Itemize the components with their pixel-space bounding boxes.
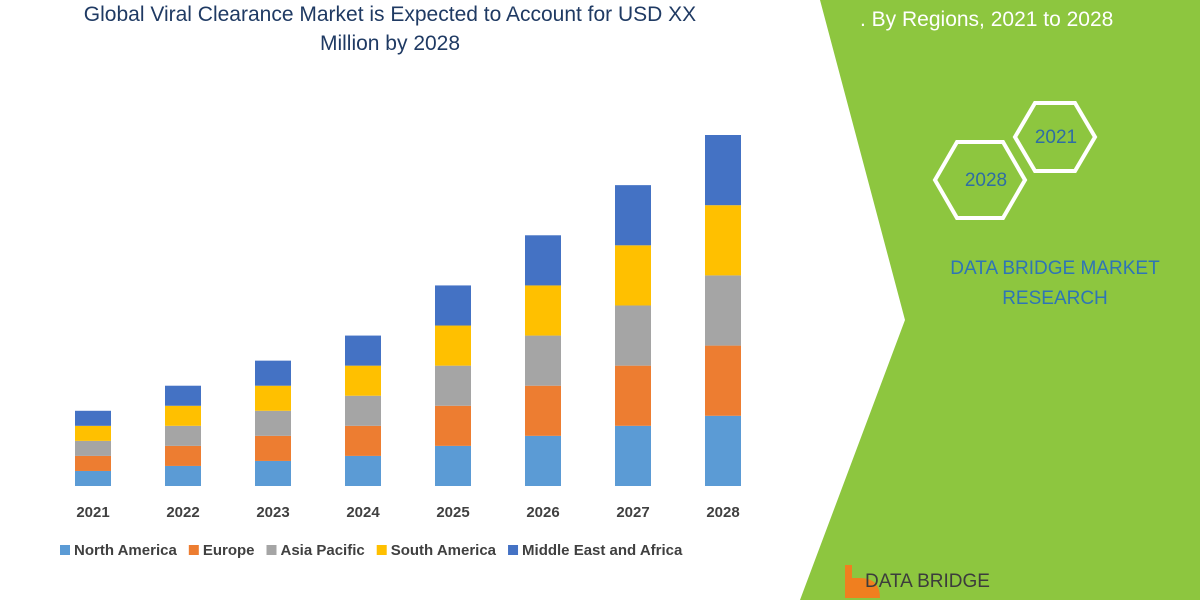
bar-segment — [75, 455, 111, 471]
bar-segment — [615, 425, 651, 486]
hexagon — [932, 140, 1028, 220]
bar-segment — [705, 205, 741, 276]
bar-segment — [165, 425, 201, 446]
bar-segment — [345, 335, 381, 366]
chart-title: Global Viral Clearance Market is Expecte… — [83, 3, 697, 55]
legend-label: South America — [391, 542, 497, 559]
bar-segment — [345, 395, 381, 426]
bar-segment — [615, 365, 651, 426]
bar-segment — [525, 385, 561, 436]
bar-segment — [435, 365, 471, 406]
badge-year: 2021 — [1035, 127, 1077, 148]
bar-segment — [255, 435, 291, 461]
bar-segment — [255, 460, 291, 486]
bar-segment — [525, 285, 561, 336]
x-tick-label: 2028 — [706, 504, 739, 521]
x-tick-label: 2023 — [256, 504, 289, 521]
legend-swatch — [266, 545, 277, 555]
bar-segment — [165, 465, 201, 486]
x-tick-label: 2027 — [616, 504, 649, 521]
bar-segment — [435, 325, 471, 366]
bar-segment — [615, 245, 651, 306]
bar-segment — [525, 435, 561, 486]
bar-segment — [165, 405, 201, 426]
legend-swatch — [508, 545, 519, 555]
badge-year: 2028 — [965, 170, 1007, 191]
bar-segment — [705, 345, 741, 416]
brand-name: DATA BRIDGE MARKET RESEARCH — [950, 258, 1160, 309]
bar-segment — [705, 135, 741, 206]
legend-label: Europe — [203, 542, 255, 559]
bar-segment — [615, 185, 651, 246]
bar-segment — [255, 410, 291, 436]
legend-swatch — [376, 545, 387, 555]
bar-segment — [165, 385, 201, 406]
bar-segment — [525, 335, 561, 386]
bar-segment — [705, 415, 741, 486]
bar-segment — [435, 445, 471, 486]
bar-segment — [345, 365, 381, 396]
bar-segment — [345, 425, 381, 456]
legend-label: Middle East and Africa — [522, 542, 683, 559]
chart-subtitle: . By Regions, 2021 to 2028 — [860, 8, 1114, 31]
legend-label: North America — [74, 542, 177, 559]
green-panel — [800, 0, 1200, 600]
logo-icon — [845, 565, 880, 598]
x-tick-label: 2022 — [166, 504, 199, 521]
bar-segment — [435, 405, 471, 446]
logo-text: DATA BRIDGE — [865, 571, 990, 592]
x-tick-label: 2026 — [526, 504, 559, 521]
bar-segment — [525, 235, 561, 286]
bar-segment — [345, 455, 381, 486]
bar-segment — [75, 410, 111, 426]
x-tick-label: 2025 — [436, 504, 469, 521]
legend-swatch — [188, 545, 199, 555]
legend-swatch — [60, 545, 70, 555]
bar-segment — [615, 305, 651, 366]
bar-segment — [705, 275, 741, 346]
bar-segment — [435, 285, 471, 326]
hexagon — [1012, 101, 1098, 173]
bar-segment — [255, 360, 291, 386]
bar-segment — [255, 385, 291, 411]
x-tick-label: 2021 — [76, 504, 109, 521]
bar-segment — [75, 470, 111, 486]
bar-segment — [75, 425, 111, 441]
bar-segment — [165, 445, 201, 466]
x-tick-label: 2024 — [346, 504, 380, 521]
bar-segment — [75, 440, 111, 456]
legend-label: Asia Pacific — [281, 542, 365, 559]
